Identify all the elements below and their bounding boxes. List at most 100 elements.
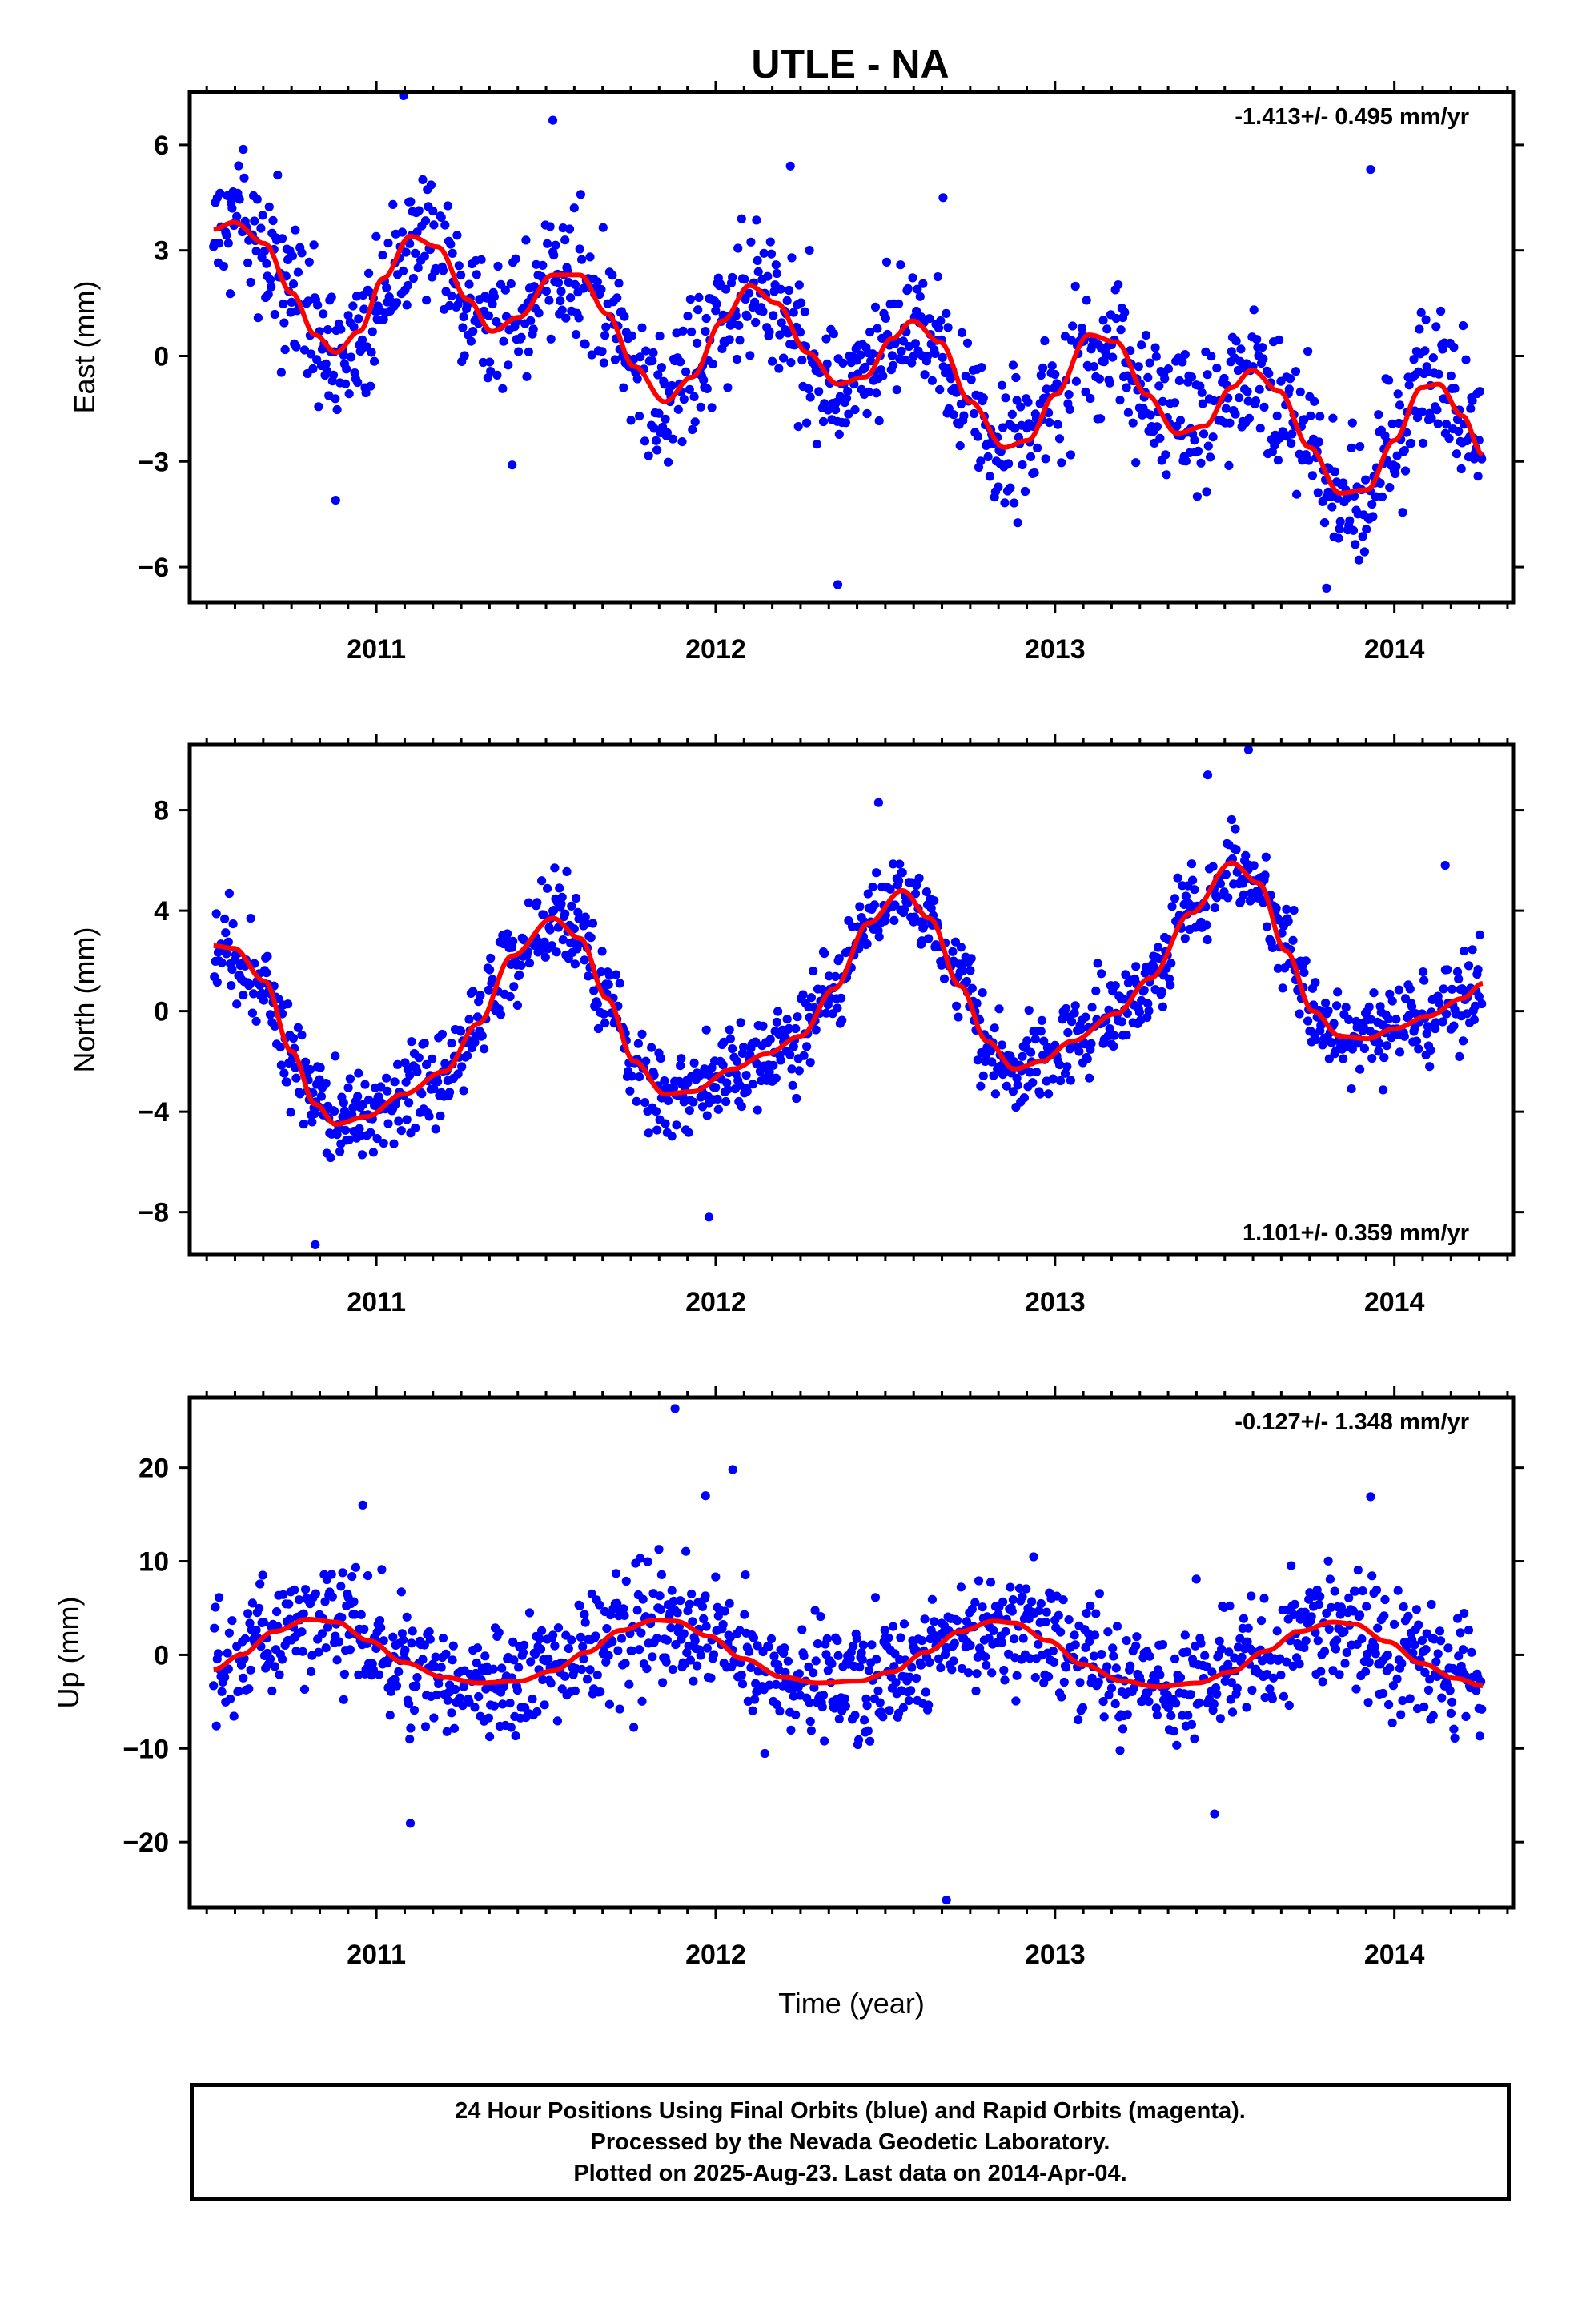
data-point	[745, 1647, 754, 1656]
data-point	[1287, 429, 1297, 439]
data-point	[279, 300, 288, 309]
data-point	[852, 1634, 861, 1643]
data-point	[472, 1643, 483, 1653]
data-point	[652, 1125, 662, 1135]
data-point	[456, 271, 466, 280]
data-point	[1036, 1027, 1046, 1036]
data-point	[265, 275, 275, 284]
data-point	[359, 1624, 369, 1634]
data-point	[689, 1058, 699, 1068]
data-point	[1161, 450, 1170, 460]
data-point	[837, 1015, 847, 1025]
data-point	[985, 472, 994, 481]
data-point	[317, 1629, 327, 1638]
data-point	[934, 323, 944, 333]
data-point	[750, 1695, 760, 1704]
data-point	[745, 351, 755, 360]
data-point	[601, 322, 611, 332]
data-point	[653, 370, 663, 380]
data-point	[1449, 1724, 1459, 1734]
data-point	[1439, 984, 1448, 994]
data-point	[1384, 1014, 1394, 1024]
data-point	[867, 1640, 877, 1650]
data-point	[235, 195, 244, 204]
data-point	[685, 1106, 694, 1116]
data-point	[397, 227, 407, 237]
data-point	[1091, 986, 1101, 995]
data-point	[316, 1092, 326, 1101]
data-point	[1355, 1610, 1365, 1620]
data-point	[1273, 963, 1283, 973]
data-point	[509, 1655, 519, 1665]
data-point	[1414, 1044, 1423, 1054]
data-point	[1203, 935, 1212, 945]
data-point	[1428, 353, 1438, 363]
data-point	[1392, 451, 1402, 460]
data-point	[361, 388, 371, 398]
y-tick-label: −10	[122, 1734, 169, 1764]
data-point	[1195, 1698, 1204, 1707]
data-point	[447, 1708, 456, 1718]
data-point	[452, 231, 462, 240]
data-point	[287, 251, 297, 261]
data-point	[568, 937, 578, 947]
data-point	[1431, 1018, 1441, 1027]
data-point	[538, 1675, 548, 1684]
data-point	[697, 1602, 708, 1611]
data-point	[330, 1107, 339, 1116]
data-point	[567, 1635, 576, 1645]
y-tick-label: 0	[154, 997, 169, 1027]
data-point	[1030, 1673, 1040, 1683]
data-point	[400, 1058, 410, 1068]
data-point	[570, 959, 580, 969]
data-point	[558, 935, 568, 945]
data-point	[1449, 1021, 1459, 1031]
data-point	[403, 280, 412, 290]
data-point	[341, 1125, 351, 1135]
data-point	[1110, 981, 1120, 991]
data-point	[1379, 1085, 1388, 1095]
data-point	[1408, 1648, 1418, 1658]
data-point	[805, 392, 815, 402]
data-point	[775, 1707, 785, 1716]
data-point	[880, 1625, 889, 1635]
data-point	[472, 270, 481, 279]
data-point	[407, 1638, 416, 1648]
data-point	[892, 385, 901, 395]
data-point	[458, 323, 468, 332]
data-point	[1410, 1023, 1419, 1033]
data-point	[833, 1651, 843, 1660]
fit-curve	[212, 219, 1484, 496]
data-point	[850, 1711, 860, 1720]
data-point	[1301, 956, 1311, 966]
data-point	[640, 1098, 650, 1108]
data-point	[412, 1681, 421, 1691]
data-point	[667, 380, 677, 391]
data-point	[746, 237, 756, 247]
data-point	[488, 1664, 498, 1674]
data-point	[1433, 419, 1443, 428]
data-point	[1371, 1585, 1382, 1595]
data-point	[549, 251, 559, 260]
data-point	[485, 357, 495, 367]
data-point	[1348, 1606, 1359, 1616]
data-point	[898, 336, 908, 346]
data-point	[516, 960, 526, 970]
data-point	[1062, 1663, 1071, 1672]
data-point	[997, 380, 1007, 390]
data-point	[1131, 1641, 1141, 1651]
data-point	[1442, 1009, 1452, 1019]
data-point	[1196, 1638, 1206, 1648]
data-point	[989, 1071, 998, 1080]
data-point	[800, 307, 809, 316]
data-point	[1158, 1002, 1167, 1011]
data-point	[1104, 1691, 1114, 1700]
data-point	[552, 947, 561, 957]
data-point	[662, 428, 673, 437]
data-point	[750, 297, 760, 307]
data-point	[1426, 1046, 1435, 1055]
data-point	[454, 261, 464, 271]
data-point	[299, 345, 310, 355]
data-point	[366, 381, 375, 391]
data-point	[632, 1096, 641, 1106]
